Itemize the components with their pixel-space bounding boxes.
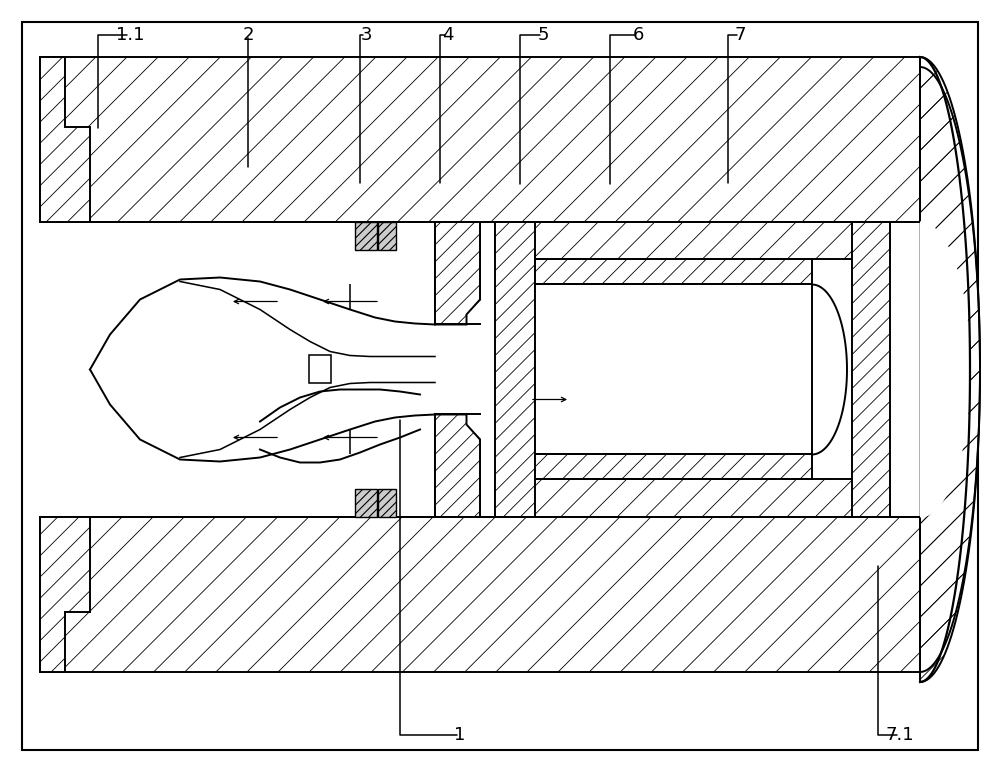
Polygon shape bbox=[378, 222, 396, 250]
Polygon shape bbox=[435, 419, 480, 517]
Text: 3: 3 bbox=[360, 25, 372, 44]
Bar bbox=[90, 222, 920, 517]
Polygon shape bbox=[495, 222, 890, 259]
Bar bbox=[535, 285, 812, 455]
Polygon shape bbox=[40, 517, 90, 672]
Text: 7: 7 bbox=[734, 25, 746, 44]
Text: 4: 4 bbox=[442, 25, 454, 44]
Text: 6: 6 bbox=[632, 25, 644, 44]
Text: 2: 2 bbox=[242, 25, 254, 44]
Text: 5: 5 bbox=[537, 25, 549, 44]
Polygon shape bbox=[435, 222, 480, 320]
Polygon shape bbox=[495, 479, 890, 517]
Polygon shape bbox=[920, 222, 970, 517]
Polygon shape bbox=[920, 67, 980, 672]
Polygon shape bbox=[355, 222, 377, 250]
Polygon shape bbox=[40, 517, 920, 672]
Polygon shape bbox=[495, 222, 535, 517]
Text: 1: 1 bbox=[454, 726, 466, 744]
Polygon shape bbox=[920, 57, 980, 682]
Polygon shape bbox=[535, 259, 812, 285]
Text: 1.1: 1.1 bbox=[116, 25, 144, 44]
Polygon shape bbox=[435, 415, 480, 517]
Polygon shape bbox=[852, 222, 890, 517]
Polygon shape bbox=[535, 455, 812, 479]
Polygon shape bbox=[355, 489, 377, 517]
Bar bbox=[309, 355, 331, 384]
Polygon shape bbox=[435, 222, 480, 324]
Polygon shape bbox=[40, 57, 920, 222]
Polygon shape bbox=[378, 489, 396, 517]
Polygon shape bbox=[40, 57, 90, 222]
Text: 7.1: 7.1 bbox=[886, 726, 914, 744]
